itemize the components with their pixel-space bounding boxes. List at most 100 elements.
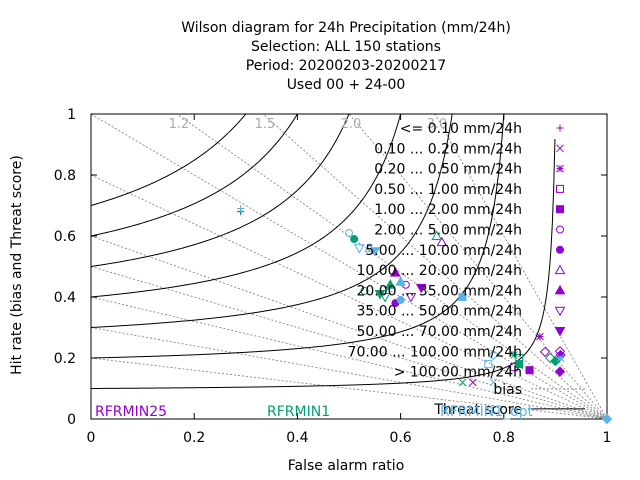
marker-shape: [556, 164, 564, 173]
marker-shape: [525, 366, 534, 375]
data-point: [237, 205, 245, 213]
data-point: [545, 352, 556, 364]
marker-shape: [556, 205, 564, 214]
threat-score-line: [91, 114, 350, 267]
data-point: [436, 236, 448, 247]
threat-score-line: [91, 114, 453, 328]
marker-cross: [556, 144, 564, 153]
marker-shape: [415, 283, 427, 294]
bias-label: 3.0: [427, 117, 448, 132]
data-point: [415, 283, 427, 294]
clipped-lines: [91, 114, 607, 419]
marker-shape: [554, 284, 566, 295]
marker-triangle-down-open: [554, 306, 566, 317]
legend-label: <= 0.10 mm/24h: [400, 121, 522, 137]
marker-circle: [556, 245, 564, 254]
data-point: [345, 228, 353, 237]
legend-label: 10.00 ... 20.00 mm/24h: [356, 263, 522, 279]
legend-label: 0.50 ... 1.00 mm/24h: [374, 182, 522, 198]
bias-line: [348, 114, 607, 419]
bias-label: 2.0: [341, 117, 362, 132]
bias-line: [91, 327, 607, 419]
marker-diamond: [554, 366, 566, 377]
marker-shape: [345, 228, 353, 237]
legend-label: 0.10 ... 0.20 mm/24h: [374, 141, 522, 157]
marker-shape: [458, 293, 467, 301]
legend-label: 20.00 ... 35.00 mm/24h: [356, 283, 522, 299]
marker-shape: [556, 144, 564, 153]
marker-square-open: [556, 184, 564, 193]
data-point: [489, 378, 498, 387]
y-tick-label: 1: [67, 107, 76, 123]
marker-triangle-open: [554, 264, 566, 275]
marker-shape: [369, 247, 381, 257]
marker-shape: [350, 235, 359, 244]
data-point: [525, 366, 534, 375]
data-point: [488, 349, 499, 361]
data-point: [405, 293, 417, 303]
data-point: [396, 296, 405, 305]
data-point: [353, 244, 365, 254]
marker-shape: [545, 352, 556, 364]
marker-shape: [436, 236, 448, 247]
legend-label: 1.00 ... 2.00 mm/24h: [374, 202, 522, 218]
threat-score-line: [91, 114, 505, 359]
marker-shape: [374, 289, 386, 300]
legend-label: 70.00 ... 100.00 mm/24h: [348, 344, 522, 360]
plot-frame: [90, 113, 608, 420]
legend-label: 35.00 ... 50.00 mm/24h: [356, 304, 522, 320]
data-point: [601, 413, 613, 425]
bias-label: 1.5: [255, 117, 276, 132]
data-point: [536, 332, 544, 341]
marker-shape: [601, 413, 613, 425]
marker-circle-open: [556, 225, 564, 234]
threat-score-line: [91, 138, 556, 389]
bias-label: 1.2: [169, 117, 190, 132]
marker-shape: [353, 244, 365, 254]
marker-square: [556, 205, 564, 214]
legend-label: 2.00 ... 5.00 mm/24h: [374, 223, 522, 239]
bias-line: [91, 296, 607, 419]
bias-line: [91, 174, 607, 419]
data-point: [350, 235, 359, 244]
marker-shape: [556, 354, 565, 362]
marker-shape: [395, 276, 406, 286]
series-rfrmin1_opt: [237, 205, 613, 425]
marker-shape: [510, 351, 518, 359]
model-label: RFRMIN25: [95, 404, 167, 420]
legend-label: 0.20 ... 0.50 mm/24h: [374, 162, 522, 178]
bias-line: [262, 114, 607, 419]
legend-label: > 100.00 mm/24h: [394, 365, 522, 381]
marker-shape: [458, 378, 467, 387]
marker-shape: [556, 184, 564, 193]
marker-shape: [237, 205, 245, 213]
marker-shape: [396, 296, 405, 305]
title-line: Period: 20200203-20200217: [246, 58, 446, 74]
data-point: [431, 230, 443, 240]
data-point: [395, 276, 406, 286]
model-labels: RFRMIN25 RFRMIN1 RFRMIN1_opt: [95, 404, 534, 420]
marker-shape: [554, 264, 566, 275]
marker-shape: [554, 346, 566, 357]
marker-shape: [468, 378, 477, 387]
x-axis-label: False alarm ratio: [288, 458, 405, 474]
data-point: [484, 360, 493, 369]
legend-label: 50.00 ... 70.00 mm/24h: [356, 324, 522, 340]
marker-shape: [539, 346, 551, 358]
marker-triangle-down: [554, 327, 566, 337]
y-tick-label: 0.4: [54, 290, 76, 306]
y-tick-label: 0.8: [54, 168, 76, 184]
y-tick-label: 0: [67, 412, 76, 428]
x-tick-label: 0.6: [389, 430, 411, 446]
data-point: [539, 346, 551, 358]
marker-shape: [556, 245, 564, 254]
marker-plus: [556, 124, 564, 132]
marker-shape: [554, 327, 566, 337]
x-tick-label: 1: [603, 430, 612, 446]
x-tick-label: 0.4: [286, 430, 308, 446]
axis-ticks: 0 0.2 0.4 0.6 0.8 1 0 0.2 0.4 0.6 0.8 1: [54, 107, 612, 446]
marker-shape: [489, 378, 498, 387]
data-points: [237, 205, 613, 425]
marker-triangle: [554, 284, 566, 295]
